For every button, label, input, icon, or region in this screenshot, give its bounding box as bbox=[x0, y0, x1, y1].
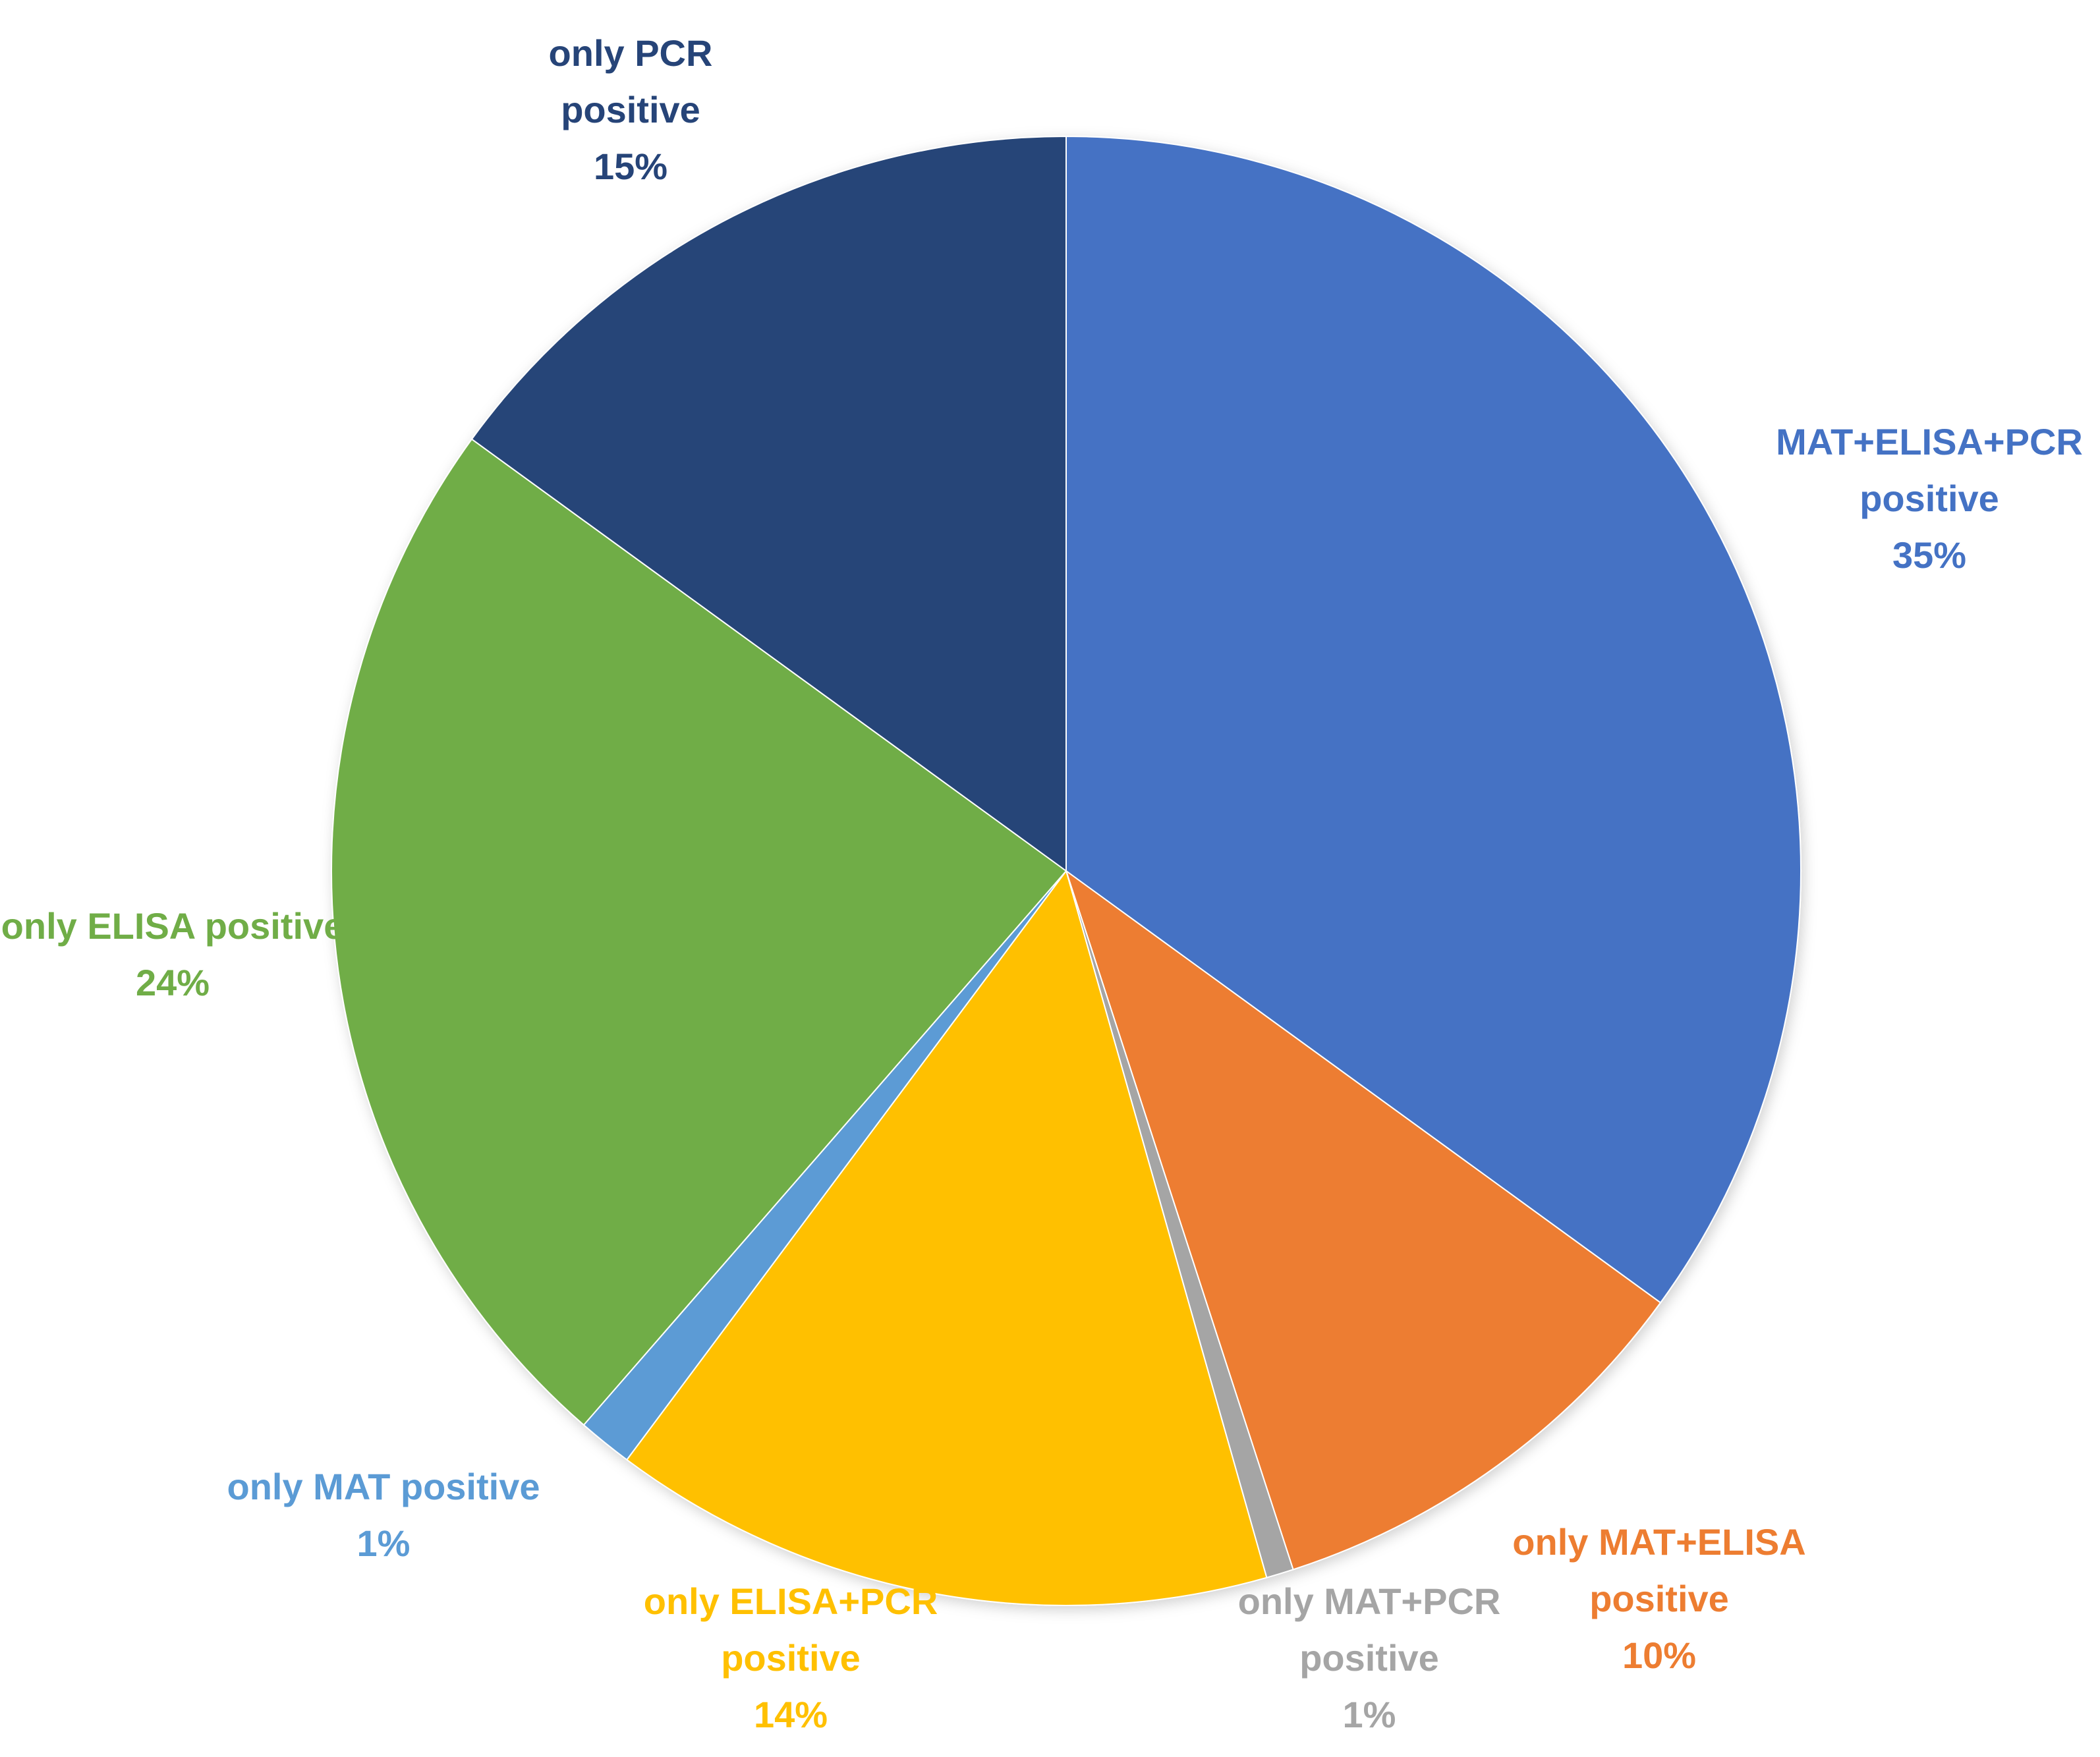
data-label-percent: 1% bbox=[357, 1522, 411, 1564]
data-label-category: only MAT positive bbox=[227, 1466, 540, 1507]
data-label-category: only MAT+PCR bbox=[1238, 1580, 1501, 1622]
data-label-only-pcr-positive: only PCR positive 15% bbox=[549, 32, 713, 187]
data-label-category: positive bbox=[721, 1637, 861, 1679]
data-label-only-mat-pcr-positive: only MAT+PCR positive 1% bbox=[1238, 1580, 1501, 1735]
data-label-only-mat-elisa-positive: only MAT+ELISA positive 10% bbox=[1512, 1521, 1805, 1676]
data-label-category: positive bbox=[1589, 1578, 1729, 1619]
data-label-category: only MAT+ELISA bbox=[1512, 1521, 1805, 1563]
data-label-category: positive bbox=[561, 89, 700, 130]
data-label-category: only ELISA positive bbox=[1, 905, 345, 947]
data-label-percent: 24% bbox=[136, 962, 210, 1003]
data-label-percent: 14% bbox=[754, 1694, 828, 1735]
pie-slice-only-elisa-pcr-positive bbox=[625, 869, 1268, 1606]
data-label-only-elisa-positive: only ELISA positive 24% bbox=[1, 905, 345, 1003]
pie-slices bbox=[331, 135, 1802, 1606]
data-label-percent: 10% bbox=[1622, 1634, 1696, 1676]
data-label-mat-elisa-pcr-positive: MAT+ELISA+PCR positive 35% bbox=[1776, 421, 2083, 576]
data-label-category: MAT+ELISA+PCR bbox=[1776, 421, 2083, 462]
data-label-percent: 15% bbox=[594, 146, 667, 187]
pie-slice-only-elisa-positive bbox=[331, 438, 1067, 1426]
data-label-category: positive bbox=[1299, 1637, 1439, 1679]
data-label-category: only ELISA+PCR bbox=[644, 1580, 938, 1622]
data-label-only-elisa-pcr-positive: only ELISA+PCR positive 14% bbox=[644, 1580, 938, 1735]
data-label-percent: 35% bbox=[1892, 534, 1966, 576]
data-label-only-mat-positive: only MAT positive 1% bbox=[227, 1466, 540, 1564]
pie-slice-mat-elisa-pcr-positive bbox=[1065, 135, 1802, 1304]
pie-labels: MAT+ELISA+PCR positive 35% only MAT+ELISA po… bbox=[1, 32, 2083, 1735]
data-label-category: only PCR bbox=[549, 32, 713, 74]
pie-slice-only-pcr-positive bbox=[470, 135, 1067, 872]
pie-slice-only-mat-elisa-positive bbox=[1065, 869, 1662, 1571]
data-label-category: positive bbox=[1859, 478, 1999, 519]
data-label-percent: 1% bbox=[1343, 1694, 1396, 1735]
